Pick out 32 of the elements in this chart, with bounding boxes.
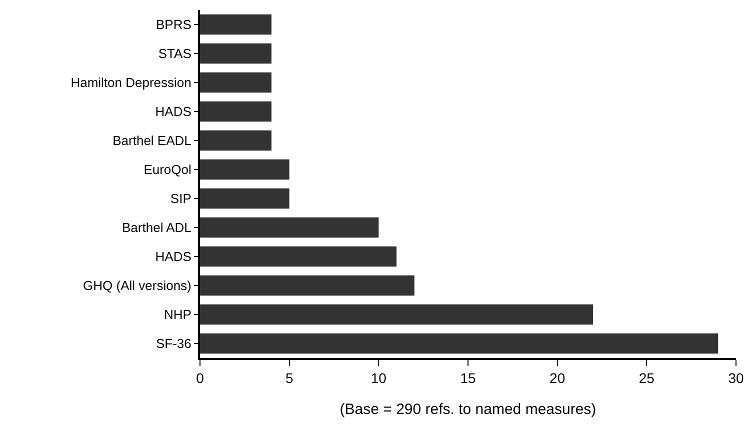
x-tick-label: 5 <box>285 370 294 386</box>
bar <box>200 43 272 64</box>
y-tick-label: HADS <box>155 249 192 264</box>
bar <box>200 217 379 238</box>
x-tick-label: 15 <box>460 370 476 386</box>
bar <box>200 188 290 209</box>
y-tick-label: Hamilton Depression <box>70 75 192 90</box>
bar <box>200 275 414 296</box>
x-axis-title: (Base = 290 refs. to named measures) <box>340 401 596 418</box>
y-tick-label: HADS <box>155 104 192 120</box>
y-tick-label: GHQ (All versions) <box>83 278 192 294</box>
x-tick-label: 20 <box>550 370 566 386</box>
bar <box>200 130 272 151</box>
bar <box>200 101 272 122</box>
x-tick-label: 30 <box>728 370 744 386</box>
x-tick-label: 0 <box>196 370 204 386</box>
bar <box>200 304 594 325</box>
y-tick-label: NHP <box>164 307 192 322</box>
bar <box>200 14 272 35</box>
x-tick-label: 10 <box>370 370 387 386</box>
bar <box>200 159 290 180</box>
y-tick-label: SF-36 <box>156 336 192 352</box>
y-tick-label: BPRS <box>156 17 192 32</box>
y-tick-label: STAS <box>158 46 192 62</box>
bar <box>200 72 272 93</box>
y-tick-label: EuroQol <box>144 162 192 178</box>
bar <box>200 246 397 267</box>
y-tick-label: Barthel EADL <box>112 133 192 148</box>
bar <box>200 333 718 354</box>
y-tick-label: Barthel ADL <box>122 220 192 236</box>
y-tick-label: SIP <box>170 191 192 206</box>
x-tick-label: 25 <box>638 370 655 386</box>
